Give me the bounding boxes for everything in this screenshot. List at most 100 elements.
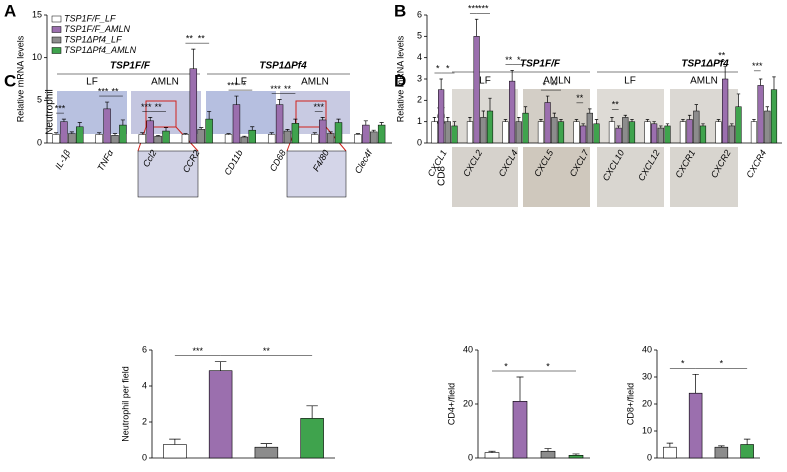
error-bar — [616, 125, 621, 129]
significance-label: ** — [198, 34, 206, 44]
error-bar — [736, 93, 741, 107]
significance-label: * — [543, 80, 547, 90]
error-bar — [468, 117, 472, 122]
bar — [502, 121, 509, 144]
error-bar — [723, 65, 727, 79]
significance-label: ** — [718, 51, 726, 61]
bar — [573, 121, 580, 144]
error-bar — [743, 438, 751, 445]
group-label: AMLN — [301, 77, 329, 88]
bar — [240, 136, 249, 144]
bar — [208, 370, 233, 459]
significance-label: *** — [270, 84, 281, 94]
bar — [68, 133, 76, 144]
bar — [615, 127, 622, 144]
bar — [189, 68, 198, 144]
error-bar — [645, 119, 650, 122]
significance-label: * — [243, 80, 247, 90]
error-bar — [452, 121, 457, 126]
bar — [254, 446, 279, 459]
error-bar — [687, 114, 692, 120]
bar — [540, 450, 556, 459]
y-tick-label: 5 — [37, 95, 42, 105]
y-tick-label: 0 — [647, 452, 652, 462]
bar — [628, 121, 636, 144]
group-label: LF — [235, 77, 247, 88]
y-axis-label: Relative mRNA levels — [15, 35, 25, 122]
bar — [138, 134, 147, 144]
y-tick-label: 0 — [37, 137, 42, 147]
bar — [484, 452, 500, 459]
y-tick-label: 20 — [642, 398, 652, 408]
significance-label: *** — [752, 61, 763, 71]
legend-label: TSP1ΔPf4_AMLN — [64, 45, 137, 55]
bar — [512, 400, 528, 459]
significance-label: * — [446, 63, 450, 73]
error-bar — [148, 117, 153, 121]
error-bar — [312, 132, 317, 135]
error-bar — [163, 127, 169, 132]
error-bar — [293, 118, 298, 124]
bar — [319, 119, 327, 144]
bar — [722, 78, 729, 144]
error-bar — [355, 133, 361, 135]
error-bar — [623, 114, 628, 118]
error-bar — [260, 443, 273, 448]
error-bar — [53, 132, 59, 135]
panel-letter: A — [4, 1, 16, 20]
panel-letter: C — [4, 71, 16, 90]
y-tick-label: 30 — [642, 371, 652, 381]
bar — [693, 110, 700, 144]
error-bar — [517, 117, 521, 122]
significance-label: * — [720, 359, 724, 369]
bar — [593, 123, 600, 144]
bar — [370, 131, 378, 144]
bar — [52, 134, 60, 144]
bar — [275, 104, 284, 144]
error-bar — [439, 78, 443, 90]
significance-label: * — [504, 361, 508, 371]
x-tick-label: CD11b — [222, 148, 244, 177]
error-bar — [112, 133, 118, 136]
significance-label: *** — [468, 4, 479, 14]
error-bar — [214, 361, 227, 371]
significance-label: *** — [227, 80, 238, 90]
bar — [544, 102, 551, 144]
micrograph — [670, 147, 738, 207]
error-bar — [234, 95, 239, 105]
bar — [757, 85, 764, 144]
bar — [181, 134, 190, 144]
micrograph — [452, 147, 518, 207]
bar — [735, 106, 742, 144]
significance-label: ** — [576, 93, 584, 103]
y-tick-label: 20 — [463, 398, 473, 408]
y-tick-label: 3 — [417, 73, 422, 83]
bar — [197, 129, 205, 144]
error-bar — [69, 131, 74, 134]
significance-label: *** — [313, 102, 324, 112]
bar — [466, 121, 474, 144]
error-bar — [61, 118, 67, 122]
bar — [663, 446, 677, 459]
error-bar — [765, 106, 770, 111]
error-bar — [694, 104, 699, 111]
y-axis-label: Neutrophil per field — [120, 366, 130, 442]
error-bar — [446, 117, 450, 122]
group-header: TSP1ΔPf4 — [681, 59, 729, 70]
bar — [267, 134, 276, 144]
bar — [146, 120, 154, 144]
error-bar — [701, 123, 705, 126]
error-bar — [320, 117, 325, 120]
y-tick-label: 10 — [32, 52, 42, 62]
group-header: TSP1F/F — [110, 61, 151, 72]
x-tick-label: TNFα — [95, 147, 115, 172]
significance-label: *** — [192, 346, 203, 356]
significance-label: *** — [478, 4, 489, 14]
bar — [740, 444, 754, 459]
significance-label: ** — [505, 55, 513, 65]
bar — [438, 89, 445, 144]
bar — [119, 124, 127, 144]
error-bar — [539, 119, 543, 122]
zoom-image — [137, 150, 199, 198]
significance-label: *** — [141, 102, 152, 112]
